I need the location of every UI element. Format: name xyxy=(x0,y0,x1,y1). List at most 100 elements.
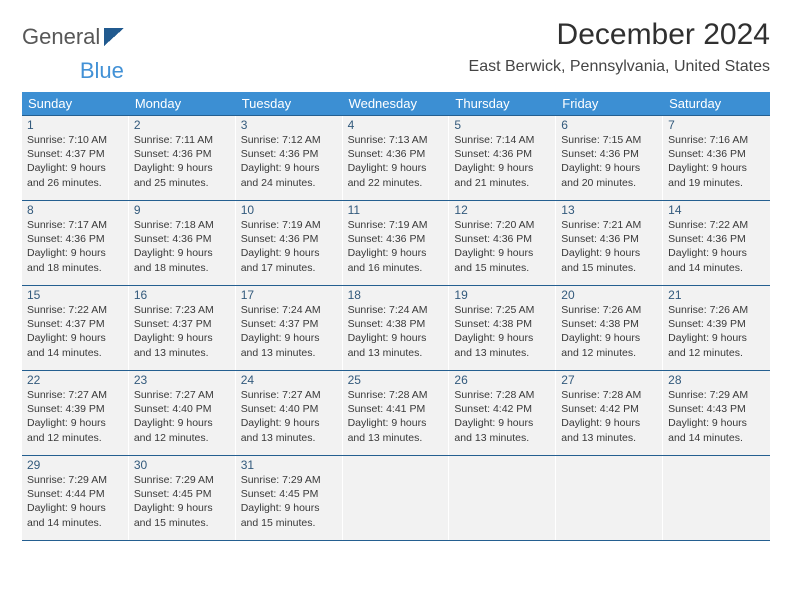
daylight-text: Daylight: 9 hours and 13 minutes. xyxy=(134,331,230,359)
daylight-text: Daylight: 9 hours and 15 minutes. xyxy=(561,246,657,274)
day-number: 24 xyxy=(241,373,337,387)
week-row: 15Sunrise: 7:22 AMSunset: 4:37 PMDayligh… xyxy=(22,285,770,370)
daylight-text: Daylight: 9 hours and 13 minutes. xyxy=(454,416,550,444)
sunset-text: Sunset: 4:45 PM xyxy=(134,487,230,501)
sunset-text: Sunset: 4:36 PM xyxy=(348,232,444,246)
week-row: 8Sunrise: 7:17 AMSunset: 4:36 PMDaylight… xyxy=(22,200,770,285)
day-cell-empty xyxy=(343,456,450,540)
day-cell: 5Sunrise: 7:14 AMSunset: 4:36 PMDaylight… xyxy=(449,116,556,200)
day-number: 19 xyxy=(454,288,550,302)
daylight-text: Daylight: 9 hours and 15 minutes. xyxy=(454,246,550,274)
day-cell: 11Sunrise: 7:19 AMSunset: 4:36 PMDayligh… xyxy=(343,201,450,285)
day-cell: 26Sunrise: 7:28 AMSunset: 4:42 PMDayligh… xyxy=(449,371,556,455)
sunset-text: Sunset: 4:42 PM xyxy=(561,402,657,416)
sunrise-text: Sunrise: 7:27 AM xyxy=(134,388,230,402)
day-number: 4 xyxy=(348,118,444,132)
day-cell: 3Sunrise: 7:12 AMSunset: 4:36 PMDaylight… xyxy=(236,116,343,200)
day-number: 15 xyxy=(27,288,123,302)
sunset-text: Sunset: 4:40 PM xyxy=(241,402,337,416)
day-number: 3 xyxy=(241,118,337,132)
sunrise-text: Sunrise: 7:18 AM xyxy=(134,218,230,232)
day-cell: 29Sunrise: 7:29 AMSunset: 4:44 PMDayligh… xyxy=(22,456,129,540)
day-cell: 20Sunrise: 7:26 AMSunset: 4:38 PMDayligh… xyxy=(556,286,663,370)
daylight-text: Daylight: 9 hours and 14 minutes. xyxy=(668,246,765,274)
sunrise-text: Sunrise: 7:20 AM xyxy=(454,218,550,232)
sunrise-text: Sunrise: 7:26 AM xyxy=(561,303,657,317)
day-number: 7 xyxy=(668,118,765,132)
daylight-text: Daylight: 9 hours and 15 minutes. xyxy=(241,501,337,529)
day-cell: 28Sunrise: 7:29 AMSunset: 4:43 PMDayligh… xyxy=(663,371,770,455)
daylight-text: Daylight: 9 hours and 12 minutes. xyxy=(668,331,765,359)
sunset-text: Sunset: 4:36 PM xyxy=(241,232,337,246)
day-cell: 18Sunrise: 7:24 AMSunset: 4:38 PMDayligh… xyxy=(343,286,450,370)
day-number: 18 xyxy=(348,288,444,302)
sunset-text: Sunset: 4:36 PM xyxy=(668,232,765,246)
daylight-text: Daylight: 9 hours and 14 minutes. xyxy=(668,416,765,444)
sunset-text: Sunset: 4:36 PM xyxy=(348,147,444,161)
sunrise-text: Sunrise: 7:13 AM xyxy=(348,133,444,147)
sunrise-text: Sunrise: 7:22 AM xyxy=(668,218,765,232)
sunset-text: Sunset: 4:42 PM xyxy=(454,402,550,416)
daylight-text: Daylight: 9 hours and 12 minutes. xyxy=(27,416,123,444)
day-cell: 12Sunrise: 7:20 AMSunset: 4:36 PMDayligh… xyxy=(449,201,556,285)
daylight-text: Daylight: 9 hours and 26 minutes. xyxy=(27,161,123,189)
day-number: 14 xyxy=(668,203,765,217)
daylight-text: Daylight: 9 hours and 13 minutes. xyxy=(241,331,337,359)
day-cell: 2Sunrise: 7:11 AMSunset: 4:36 PMDaylight… xyxy=(129,116,236,200)
daylight-text: Daylight: 9 hours and 21 minutes. xyxy=(454,161,550,189)
sunrise-text: Sunrise: 7:28 AM xyxy=(561,388,657,402)
day-cell: 21Sunrise: 7:26 AMSunset: 4:39 PMDayligh… xyxy=(663,286,770,370)
day-cell: 6Sunrise: 7:15 AMSunset: 4:36 PMDaylight… xyxy=(556,116,663,200)
sunrise-text: Sunrise: 7:11 AM xyxy=(134,133,230,147)
day-cell: 23Sunrise: 7:27 AMSunset: 4:40 PMDayligh… xyxy=(129,371,236,455)
day-number: 9 xyxy=(134,203,230,217)
daylight-text: Daylight: 9 hours and 14 minutes. xyxy=(27,331,123,359)
daylight-text: Daylight: 9 hours and 17 minutes. xyxy=(241,246,337,274)
sunrise-text: Sunrise: 7:15 AM xyxy=(561,133,657,147)
sunset-text: Sunset: 4:39 PM xyxy=(668,317,765,331)
day-number: 8 xyxy=(27,203,123,217)
weekday-header: Saturday xyxy=(663,92,770,115)
day-cell: 14Sunrise: 7:22 AMSunset: 4:36 PMDayligh… xyxy=(663,201,770,285)
sunset-text: Sunset: 4:44 PM xyxy=(27,487,123,501)
daylight-text: Daylight: 9 hours and 13 minutes. xyxy=(241,416,337,444)
sunrise-text: Sunrise: 7:21 AM xyxy=(561,218,657,232)
day-cell: 25Sunrise: 7:28 AMSunset: 4:41 PMDayligh… xyxy=(343,371,450,455)
page-title: December 2024 xyxy=(469,18,770,52)
day-cell: 30Sunrise: 7:29 AMSunset: 4:45 PMDayligh… xyxy=(129,456,236,540)
sunrise-text: Sunrise: 7:19 AM xyxy=(348,218,444,232)
daylight-text: Daylight: 9 hours and 12 minutes. xyxy=(134,416,230,444)
day-cell: 22Sunrise: 7:27 AMSunset: 4:39 PMDayligh… xyxy=(22,371,129,455)
daylight-text: Daylight: 9 hours and 19 minutes. xyxy=(668,161,765,189)
sunset-text: Sunset: 4:36 PM xyxy=(668,147,765,161)
sunrise-text: Sunrise: 7:29 AM xyxy=(27,473,123,487)
day-cell: 1Sunrise: 7:10 AMSunset: 4:37 PMDaylight… xyxy=(22,116,129,200)
sunset-text: Sunset: 4:41 PM xyxy=(348,402,444,416)
daylight-text: Daylight: 9 hours and 16 minutes. xyxy=(348,246,444,274)
sunrise-text: Sunrise: 7:12 AM xyxy=(241,133,337,147)
weekday-header: Tuesday xyxy=(236,92,343,115)
sunset-text: Sunset: 4:36 PM xyxy=(454,147,550,161)
sunset-text: Sunset: 4:37 PM xyxy=(134,317,230,331)
day-number: 22 xyxy=(27,373,123,387)
sunset-text: Sunset: 4:39 PM xyxy=(27,402,123,416)
day-cell: 4Sunrise: 7:13 AMSunset: 4:36 PMDaylight… xyxy=(343,116,450,200)
sunset-text: Sunset: 4:40 PM xyxy=(134,402,230,416)
day-cell: 9Sunrise: 7:18 AMSunset: 4:36 PMDaylight… xyxy=(129,201,236,285)
day-number: 25 xyxy=(348,373,444,387)
day-number: 31 xyxy=(241,458,337,472)
day-cell: 16Sunrise: 7:23 AMSunset: 4:37 PMDayligh… xyxy=(129,286,236,370)
sunrise-text: Sunrise: 7:23 AM xyxy=(134,303,230,317)
brand-text-general: General xyxy=(22,24,100,50)
day-cell: 31Sunrise: 7:29 AMSunset: 4:45 PMDayligh… xyxy=(236,456,343,540)
weekday-header: Friday xyxy=(556,92,663,115)
day-cell: 27Sunrise: 7:28 AMSunset: 4:42 PMDayligh… xyxy=(556,371,663,455)
brand-logo: General xyxy=(22,18,124,50)
sunset-text: Sunset: 4:38 PM xyxy=(454,317,550,331)
daylight-text: Daylight: 9 hours and 25 minutes. xyxy=(134,161,230,189)
week-row: 1Sunrise: 7:10 AMSunset: 4:37 PMDaylight… xyxy=(22,115,770,200)
daylight-text: Daylight: 9 hours and 18 minutes. xyxy=(27,246,123,274)
sunrise-text: Sunrise: 7:22 AM xyxy=(27,303,123,317)
sunrise-text: Sunrise: 7:28 AM xyxy=(348,388,444,402)
day-cell-empty xyxy=(556,456,663,540)
